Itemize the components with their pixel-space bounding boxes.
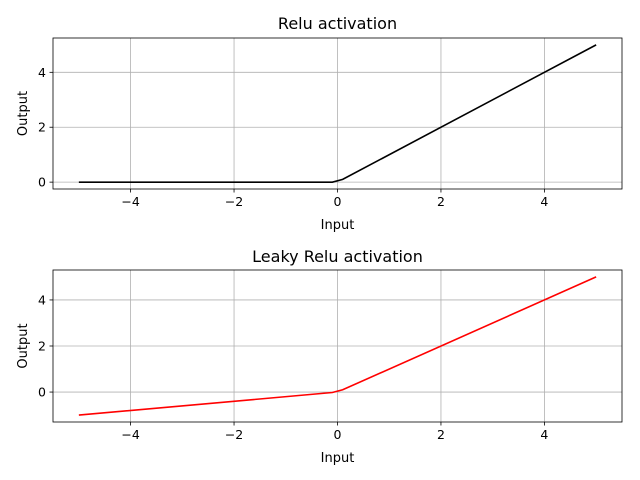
leaky-relu-ytick-label: 2 bbox=[38, 339, 46, 354]
leaky-relu-title: Leaky Relu activation bbox=[252, 247, 423, 266]
relu-ylabel: Output bbox=[16, 91, 31, 136]
leaky-relu-xlabel: Input bbox=[321, 451, 355, 466]
relu-title: Relu activation bbox=[278, 14, 397, 33]
leaky-relu-xtick-label: −4 bbox=[121, 427, 139, 442]
relu-grid bbox=[53, 38, 622, 189]
leaky-relu-subplot: −4 −2 0 2 4 0 2 4 Leaky Relu activation Input O… bbox=[16, 247, 623, 466]
leaky-relu-xtick-label: 0 bbox=[334, 427, 342, 442]
leaky-relu-ticks: −4 −2 0 2 4 0 2 4 bbox=[38, 292, 548, 442]
leaky-relu-line-series bbox=[78, 276, 597, 416]
relu-ticks: −4 −2 0 2 4 0 2 4 bbox=[38, 65, 548, 209]
relu-xlabel: Input bbox=[321, 218, 355, 233]
relu-xtick-label: −4 bbox=[121, 194, 139, 209]
leaky-relu-grid bbox=[53, 270, 622, 422]
relu-line-series bbox=[78, 44, 597, 183]
leaky-relu-ylabel: Output bbox=[16, 323, 31, 368]
leaky-relu-xtick-label: −2 bbox=[225, 427, 243, 442]
leaky-relu-xtick-label: 2 bbox=[437, 427, 445, 442]
relu-xtick-label: −2 bbox=[225, 194, 243, 209]
relu-ytick-label: 4 bbox=[38, 65, 46, 80]
relu-ytick-label: 2 bbox=[38, 120, 46, 135]
leaky-relu-series bbox=[78, 276, 597, 416]
relu-ytick-label: 0 bbox=[38, 175, 46, 190]
relu-series bbox=[78, 44, 597, 183]
relu-xtick-label: 0 bbox=[334, 194, 342, 209]
relu-subplot: −4 −2 0 2 4 0 2 4 Relu activation Input Output bbox=[16, 14, 623, 233]
relu-xtick-label: 2 bbox=[437, 194, 445, 209]
leaky-relu-ytick-label: 0 bbox=[38, 385, 46, 400]
leaky-relu-xtick-label: 4 bbox=[540, 427, 548, 442]
leaky-relu-ytick-label: 4 bbox=[38, 292, 46, 307]
relu-xtick-label: 4 bbox=[540, 194, 548, 209]
